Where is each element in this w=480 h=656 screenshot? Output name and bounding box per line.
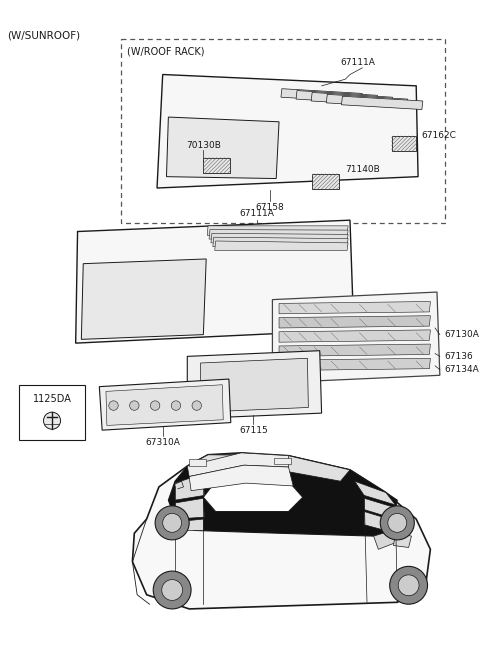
Text: 67134A: 67134A	[444, 365, 480, 374]
Polygon shape	[99, 379, 231, 430]
Polygon shape	[175, 474, 204, 500]
Circle shape	[192, 401, 202, 410]
Polygon shape	[364, 512, 396, 533]
Bar	[274, 458, 291, 464]
Polygon shape	[204, 482, 303, 512]
Polygon shape	[279, 358, 431, 371]
Polygon shape	[394, 533, 411, 548]
Text: 67130A: 67130A	[444, 330, 480, 339]
Text: 67158: 67158	[255, 203, 284, 212]
Bar	[392, 136, 416, 151]
Circle shape	[398, 575, 419, 596]
Circle shape	[44, 412, 60, 429]
Text: 67115: 67115	[239, 426, 268, 436]
Polygon shape	[76, 220, 354, 343]
Polygon shape	[281, 89, 362, 102]
Polygon shape	[326, 94, 408, 108]
Polygon shape	[296, 91, 377, 104]
Polygon shape	[106, 385, 223, 426]
Polygon shape	[279, 302, 431, 314]
Polygon shape	[279, 316, 431, 328]
Circle shape	[155, 506, 189, 540]
Polygon shape	[168, 455, 397, 536]
Polygon shape	[215, 241, 348, 251]
Polygon shape	[341, 96, 423, 110]
Text: 67111A: 67111A	[240, 209, 275, 218]
Text: 67162C: 67162C	[421, 131, 456, 140]
Polygon shape	[213, 237, 348, 247]
Circle shape	[390, 566, 428, 604]
Circle shape	[171, 401, 180, 410]
Text: 67111A: 67111A	[340, 58, 375, 67]
Polygon shape	[355, 482, 396, 505]
Polygon shape	[201, 358, 308, 412]
Polygon shape	[187, 453, 288, 476]
Text: (W/SUNROOF): (W/SUNROOF)	[8, 31, 81, 41]
Polygon shape	[207, 226, 348, 236]
Bar	[189, 459, 206, 466]
Polygon shape	[187, 351, 322, 419]
Circle shape	[162, 580, 182, 600]
Circle shape	[153, 571, 191, 609]
Text: 70130B: 70130B	[186, 141, 221, 150]
Polygon shape	[167, 117, 279, 178]
Polygon shape	[175, 519, 204, 531]
Polygon shape	[189, 465, 293, 491]
Polygon shape	[132, 453, 431, 609]
Polygon shape	[311, 92, 393, 106]
Polygon shape	[273, 292, 440, 383]
Polygon shape	[211, 234, 348, 243]
Text: 1125DA: 1125DA	[33, 394, 72, 404]
Polygon shape	[175, 499, 204, 519]
Bar	[312, 174, 338, 189]
Polygon shape	[364, 499, 396, 519]
Circle shape	[388, 514, 407, 532]
Circle shape	[163, 514, 181, 532]
Text: 71140B: 71140B	[345, 165, 380, 174]
Polygon shape	[157, 75, 418, 188]
Polygon shape	[81, 259, 206, 339]
Text: 67310A: 67310A	[145, 438, 180, 447]
Bar	[204, 157, 230, 173]
Bar	[19, 385, 85, 440]
Polygon shape	[279, 330, 431, 342]
Circle shape	[109, 401, 118, 410]
Text: 67136: 67136	[444, 352, 473, 361]
Circle shape	[380, 506, 414, 540]
Text: (W/ROOF RACK): (W/ROOF RACK)	[127, 46, 204, 56]
Circle shape	[150, 401, 160, 410]
Polygon shape	[279, 344, 431, 356]
Polygon shape	[209, 230, 348, 239]
Circle shape	[130, 401, 139, 410]
Polygon shape	[187, 455, 350, 482]
Polygon shape	[373, 531, 396, 549]
